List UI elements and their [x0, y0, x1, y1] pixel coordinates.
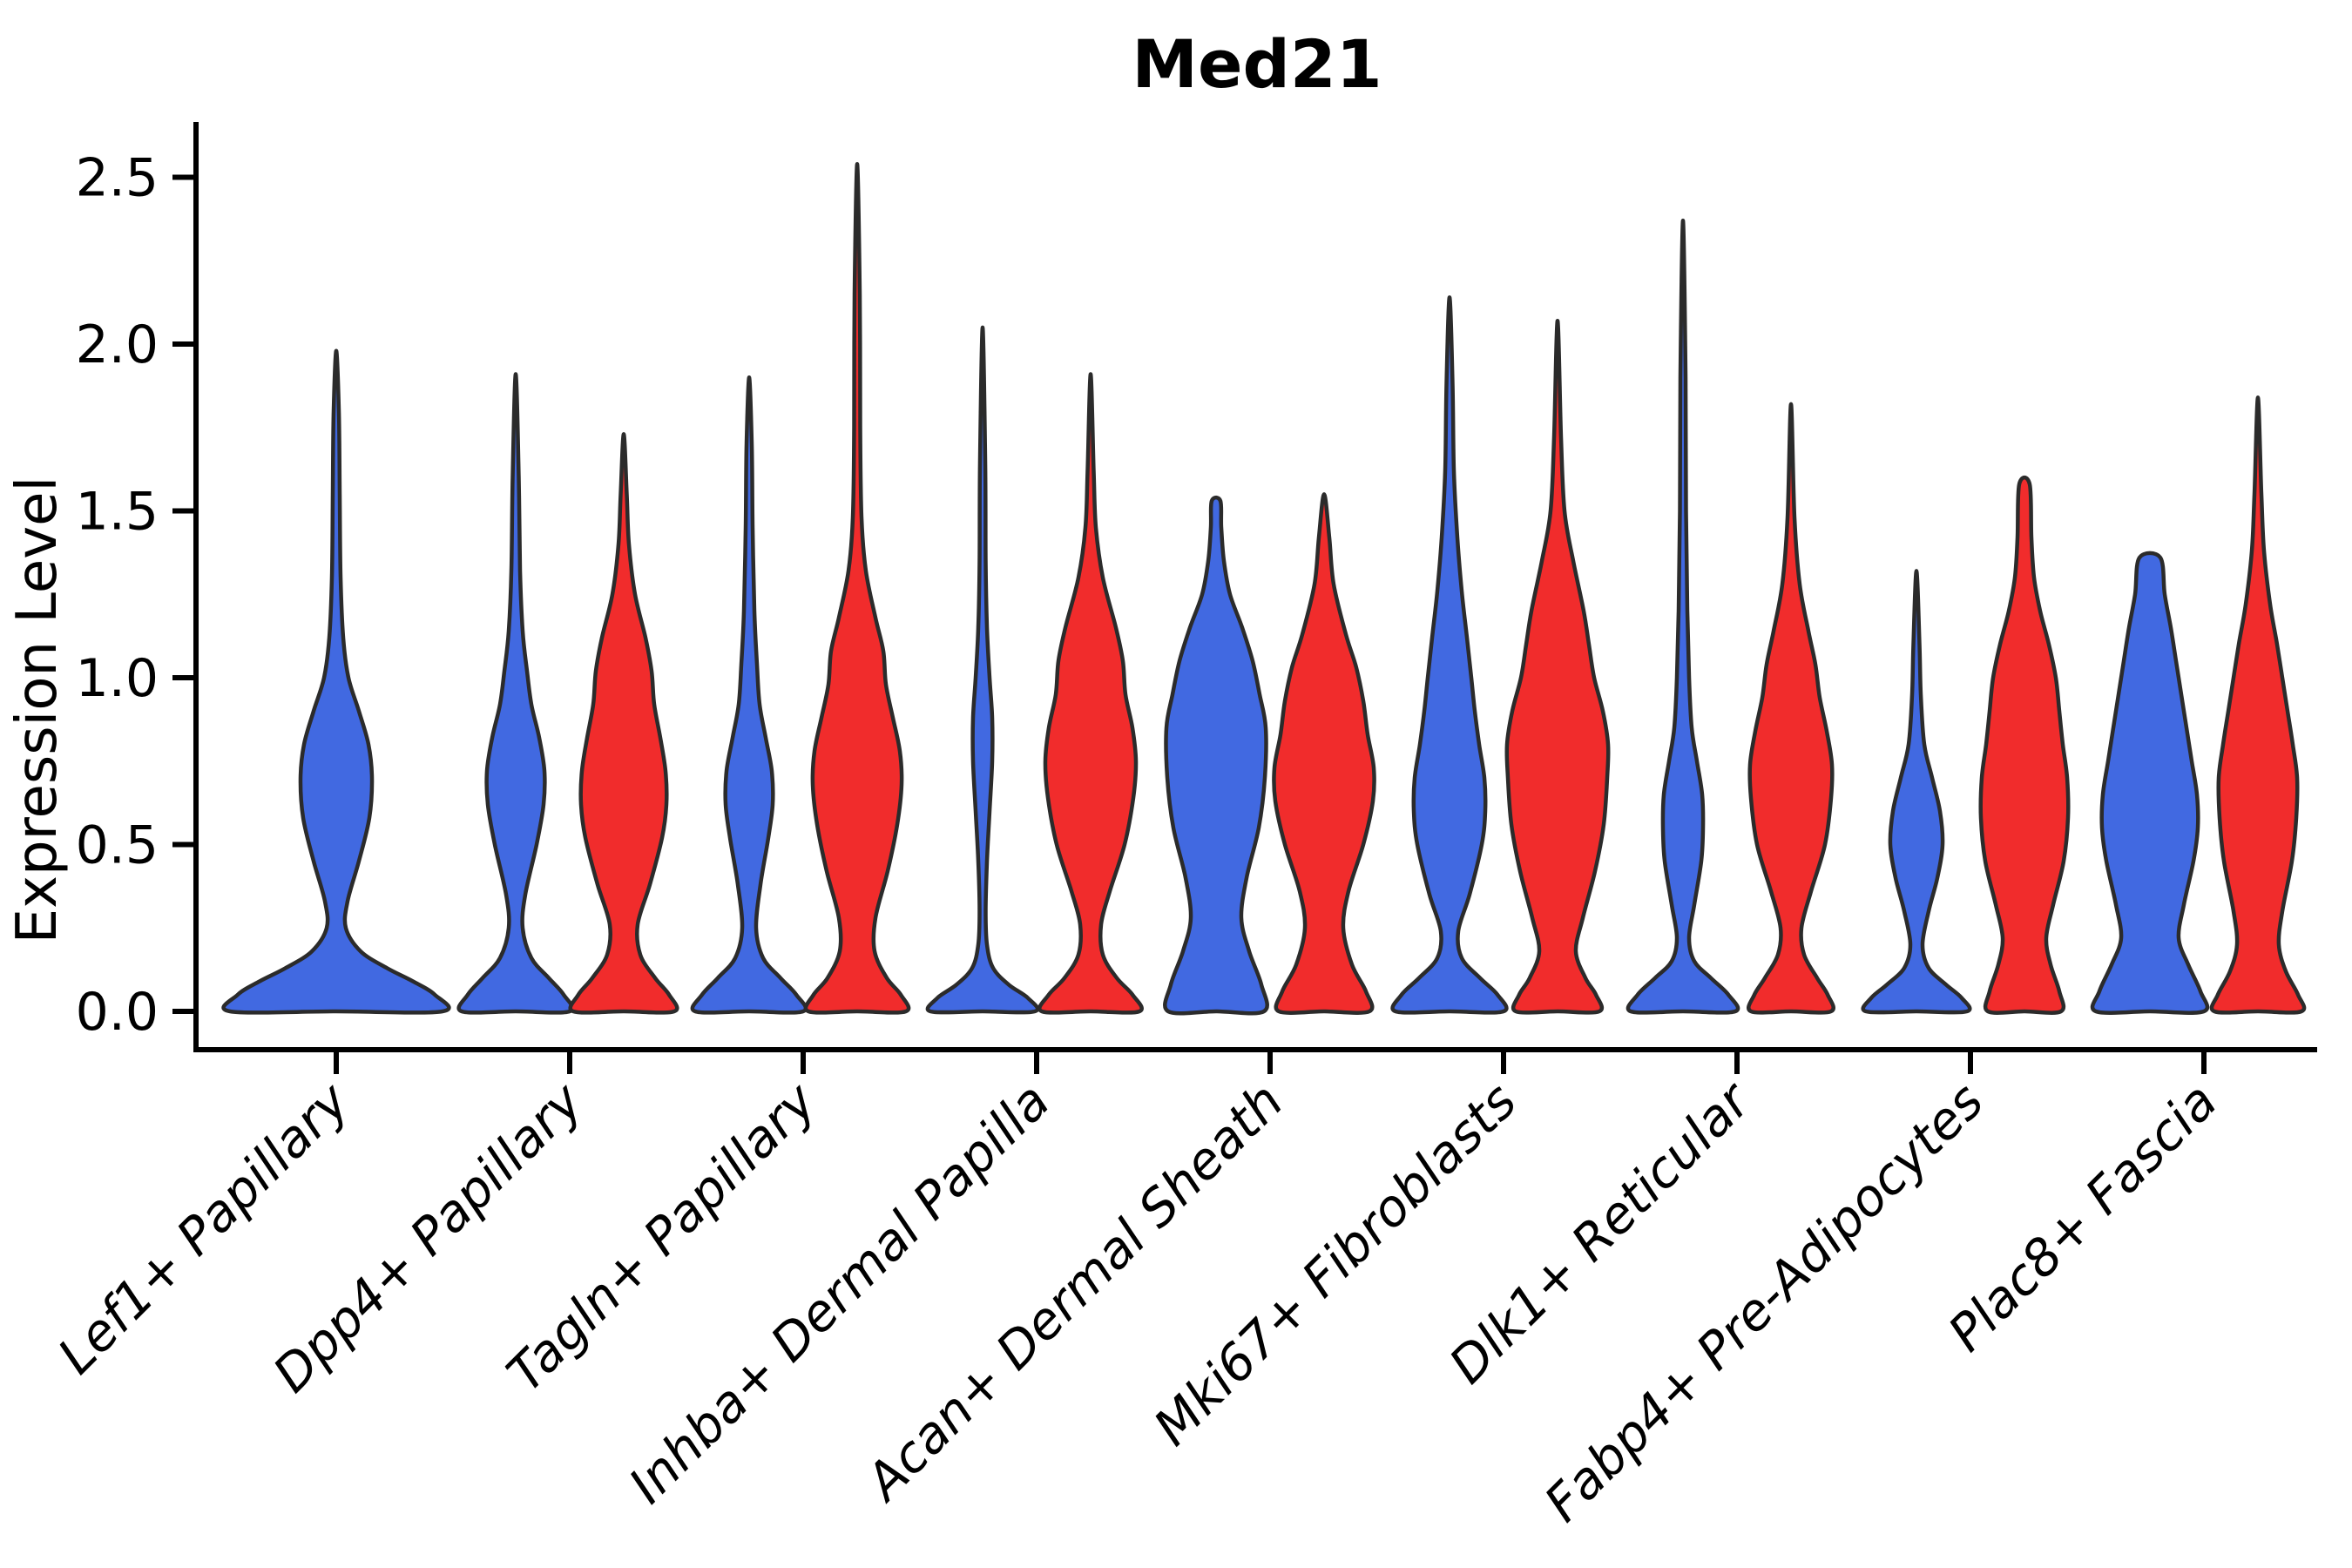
violin-dlk1-reticular-red [1747, 402, 1835, 1015]
violin-series [221, 161, 2307, 1016]
y-tick-label: 1.5 [76, 482, 159, 543]
violin-acan-dermal-sheath-red [1272, 492, 1376, 1015]
violin-plac8-fascia-red [2209, 395, 2307, 1015]
violin-fabp4-pre-adipocytes-red [1978, 476, 2071, 1015]
y-axis-label: Expression Level [5, 476, 70, 944]
chart-title: Med21 [1132, 25, 1382, 103]
x-tick-label-8: Fabp4+ Pre-Adipocytes [1533, 1071, 1995, 1533]
y-tick-label: 2.0 [76, 314, 159, 375]
y-axis-ticks: 0.0 0.5 1.0 1.5 2.0 2.5 [76, 148, 196, 1043]
y-tick-label: 0.0 [76, 982, 159, 1043]
violin-tagln-papillary-blue [690, 375, 808, 1015]
violin-dpp4-papillary-blue [456, 372, 575, 1015]
y-tick-label: 2.5 [76, 148, 159, 209]
violin-mki67-fibroblasts-red [1504, 318, 1611, 1015]
x-tick-label-4: Inhba+ Dermal Papilla [618, 1071, 1061, 1515]
violin-inhba-dermal-papilla-red [1037, 372, 1144, 1015]
x-tick-label-5: Acan+ Dermal Sheath [852, 1071, 1294, 1514]
violin-tagln-papillary-red [803, 161, 911, 1015]
violin-plac8-fascia-blue [2090, 551, 2210, 1015]
violin-lef1-papillary-blue [221, 348, 451, 1015]
violin-inhba-dermal-papilla-blue [925, 325, 1040, 1015]
y-tick-label: 0.5 [76, 815, 159, 876]
violin-dlk1-reticular-blue [1625, 219, 1740, 1015]
y-tick-label: 1.0 [76, 648, 159, 709]
axes [193, 122, 2317, 1052]
violin-acan-dermal-sheath-blue [1163, 495, 1269, 1016]
violin-mki67-fibroblasts-blue [1390, 295, 1509, 1015]
violin-dpp4-papillary-red [568, 432, 679, 1015]
violin-fabp4-pre-adipocytes-blue [1861, 569, 1972, 1015]
